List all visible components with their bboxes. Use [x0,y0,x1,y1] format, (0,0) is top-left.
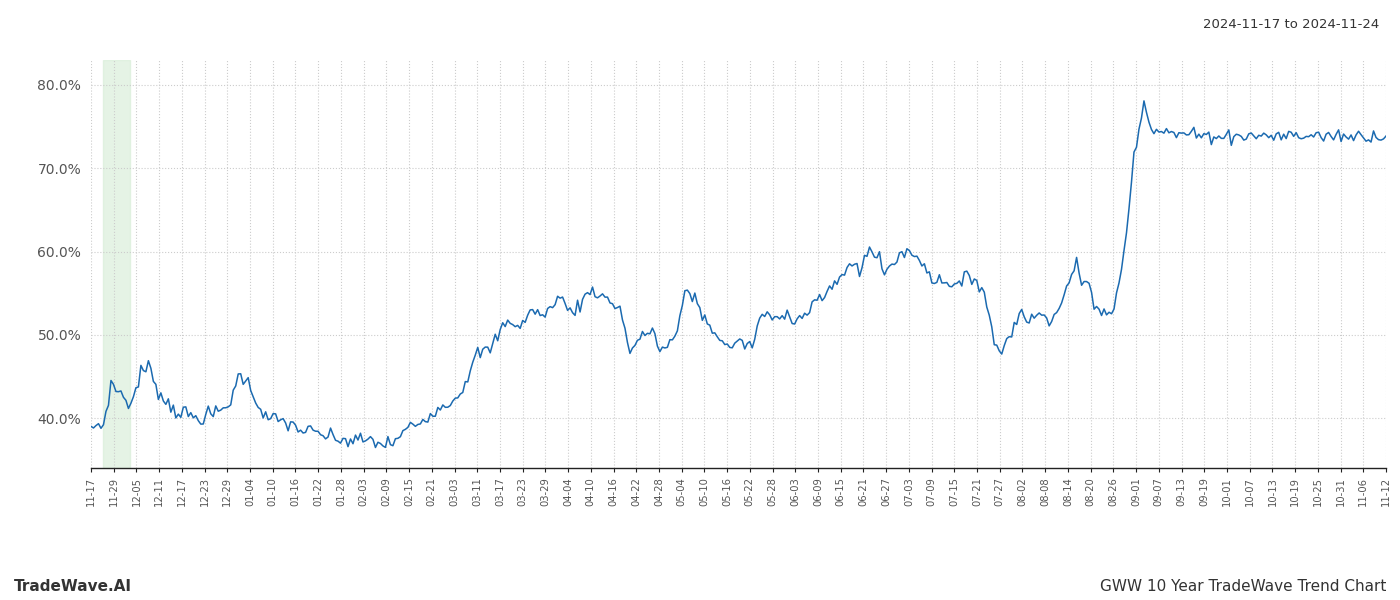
Text: 2024-11-17 to 2024-11-24: 2024-11-17 to 2024-11-24 [1203,18,1379,31]
Text: TradeWave.AI: TradeWave.AI [14,579,132,594]
Bar [102,60,130,468]
Text: GWW 10 Year TradeWave Trend Chart: GWW 10 Year TradeWave Trend Chart [1099,579,1386,594]
